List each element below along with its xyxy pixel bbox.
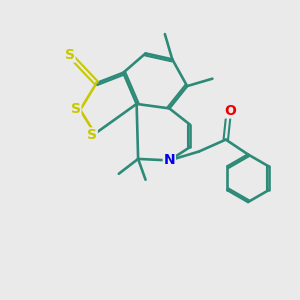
Text: S: S bbox=[71, 102, 81, 116]
Text: S: S bbox=[65, 48, 75, 62]
Text: S: S bbox=[87, 128, 97, 142]
Text: N: N bbox=[164, 153, 175, 167]
Text: O: O bbox=[224, 104, 236, 118]
